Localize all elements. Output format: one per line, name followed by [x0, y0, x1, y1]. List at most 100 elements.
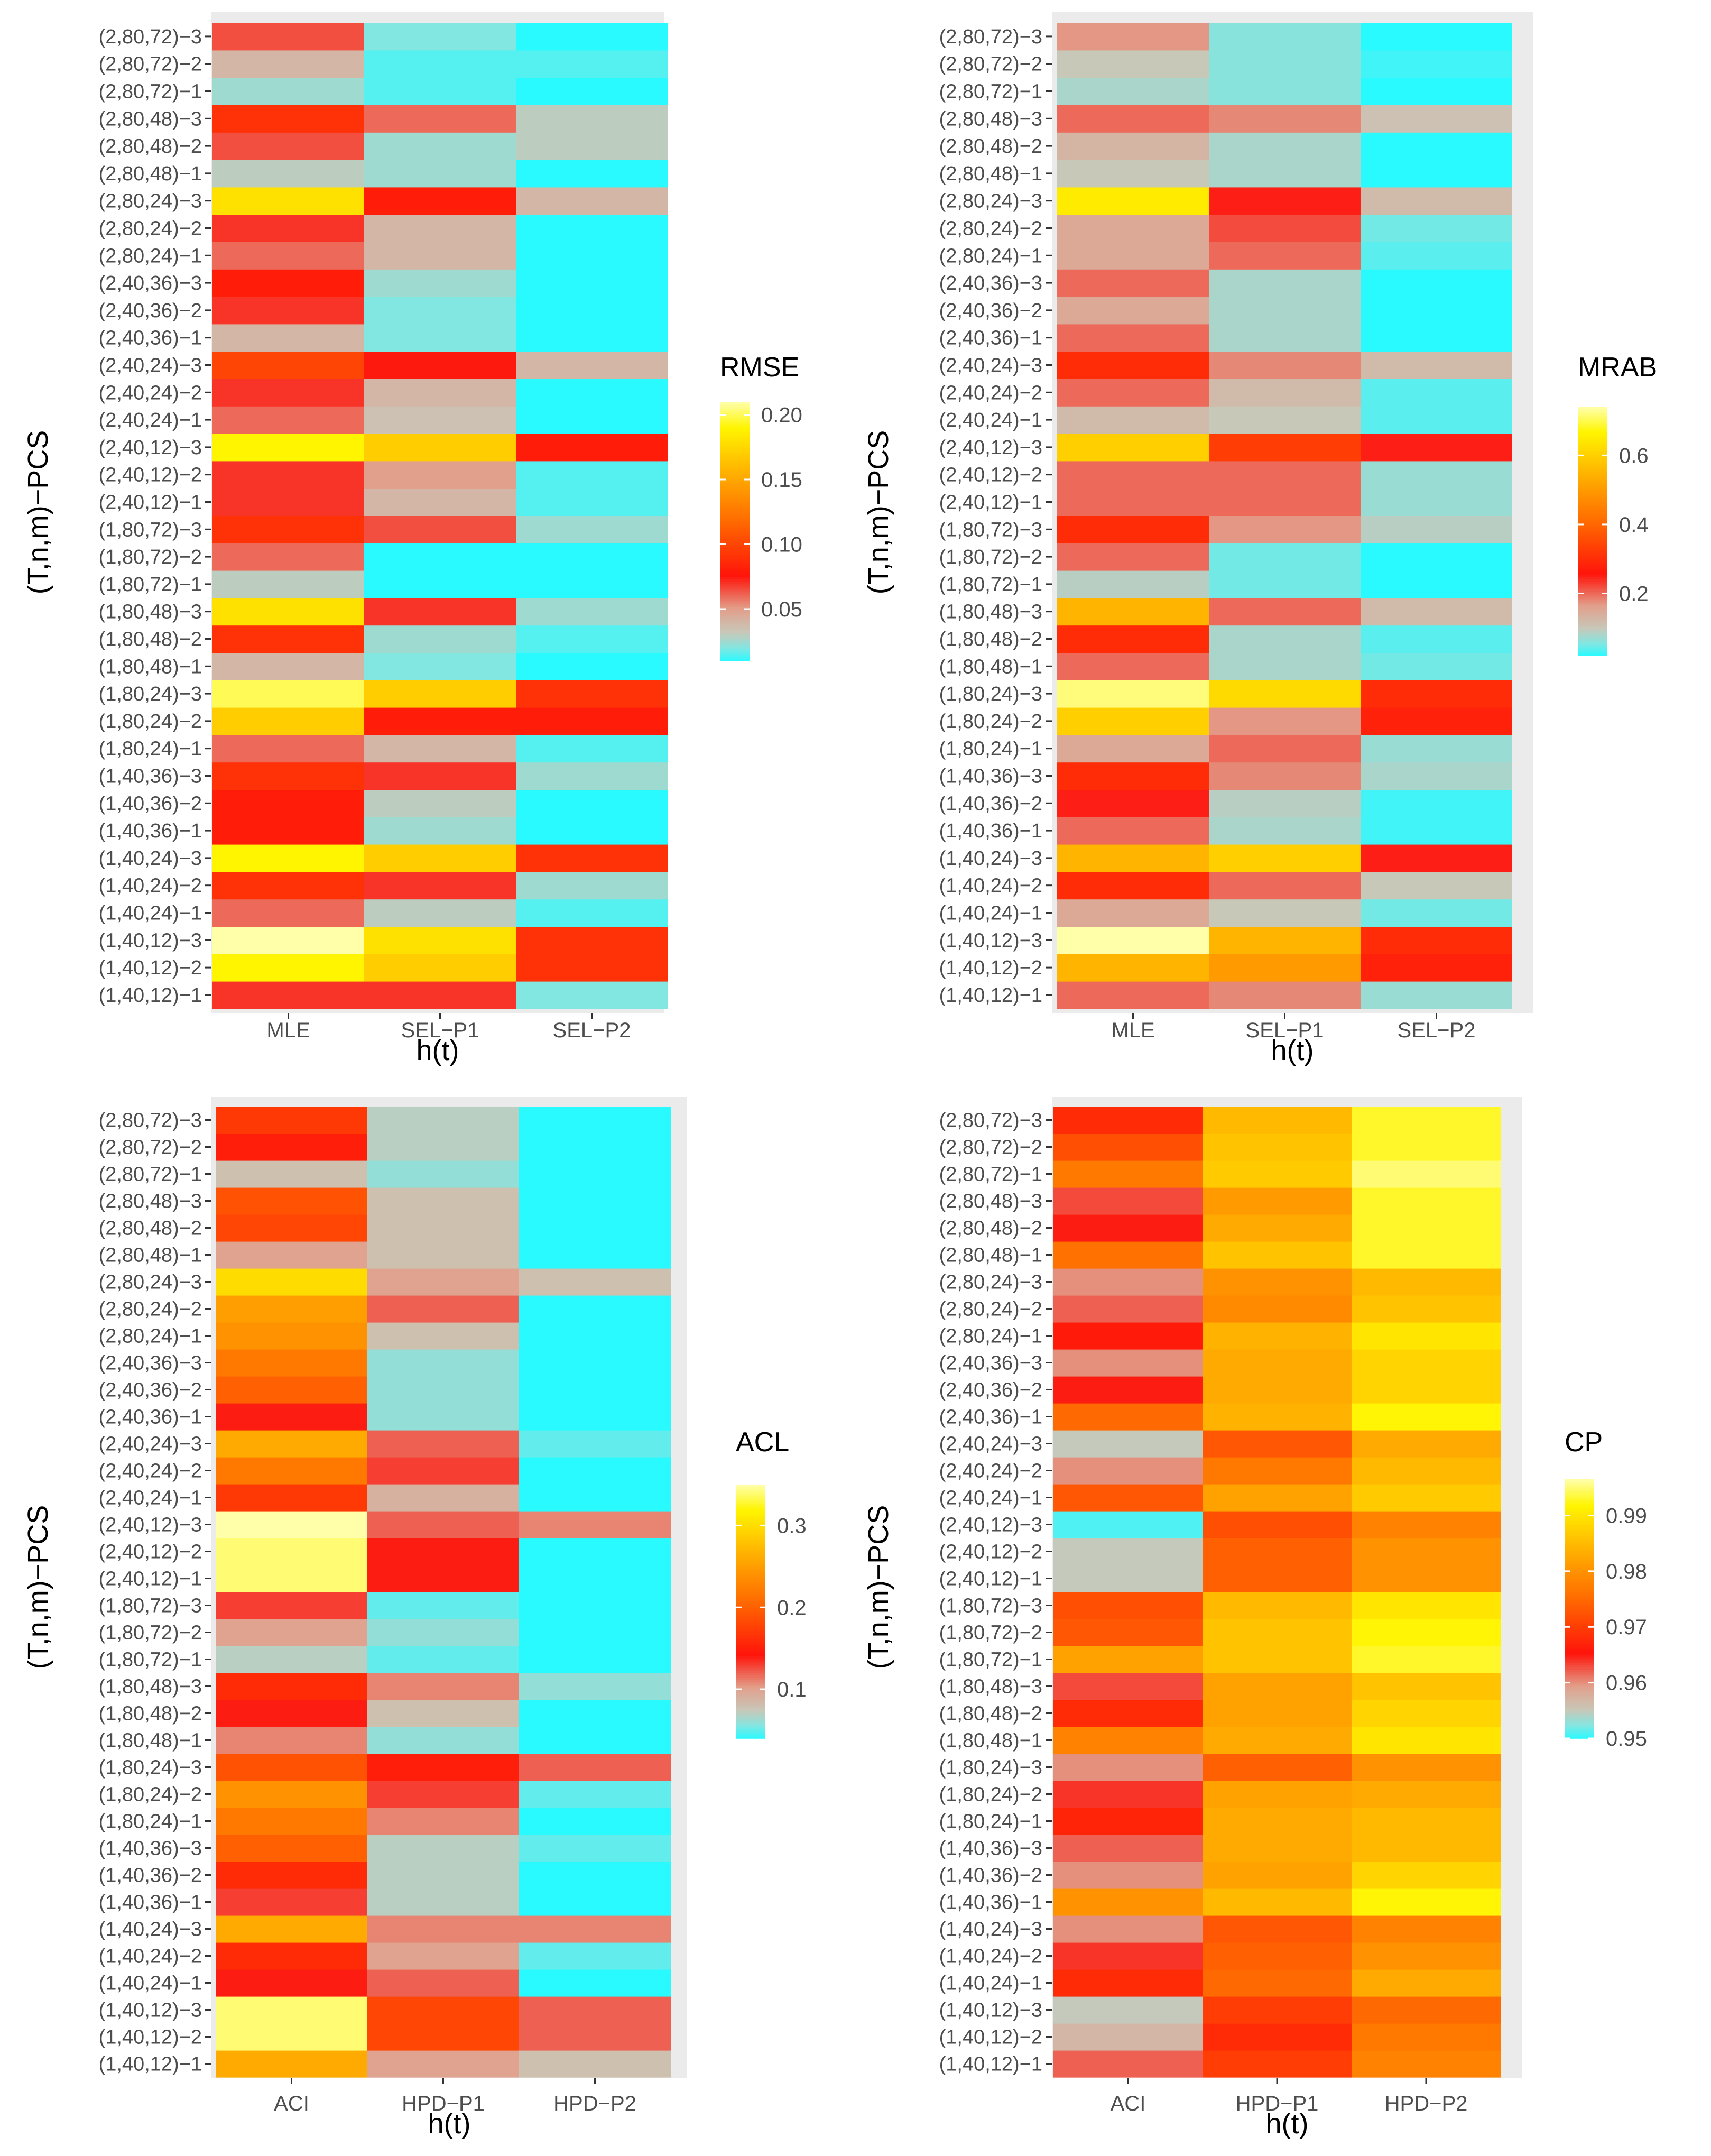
legend-gradient-step [1578, 647, 1607, 650]
heatmap-tile [212, 926, 364, 954]
heatmap-tile [519, 1295, 671, 1323]
legend-gradient-step [1565, 1689, 1594, 1691]
heatmap-tile [519, 1835, 671, 1862]
legend-gradient-step [1565, 1661, 1594, 1663]
legend-gradient-step [1578, 632, 1607, 635]
legend-gradient-step [720, 600, 750, 603]
y-tick-label: (1,40,12)−3 [939, 2000, 1042, 2022]
y-tick-label: (2,40,36)−3 [939, 272, 1042, 294]
heatmap-tile [1057, 680, 1209, 708]
legend-gradient-step [1578, 485, 1607, 489]
legend-gradient-step [720, 529, 750, 532]
heatmap-tile [364, 488, 516, 516]
y-tick-label: (1,40,24)−3 [939, 1919, 1042, 1941]
legend-gradient-step [736, 1666, 765, 1669]
legend-tick-label: 0.3 [777, 1514, 807, 1537]
heatmap-tile [1361, 981, 1512, 1009]
legend-gradient-step [1565, 1542, 1594, 1545]
heatmap-tile [1352, 1241, 1501, 1269]
legend-gradient-step [736, 1658, 765, 1661]
legend-gradient-step [1565, 1552, 1594, 1555]
heatmap-tile [519, 1349, 671, 1377]
heatmap-tile [1209, 460, 1361, 489]
heatmap-tile [516, 680, 668, 708]
legend-gradient-step [720, 496, 750, 500]
legend-gradient-step [1565, 1619, 1594, 1623]
legend-gradient-step [1565, 1583, 1594, 1586]
legend-gradient-step [1565, 1652, 1594, 1655]
heatmap-tile [367, 1969, 519, 1997]
legend-gradient-step [736, 1611, 765, 1614]
heatmap-tile [516, 77, 668, 105]
legend-gradient-step [736, 1514, 765, 1517]
legend-gradient-step [1578, 535, 1607, 538]
legend-gradient-step [736, 1726, 765, 1728]
heatmap-tile [1361, 570, 1512, 598]
legend-gradient-step [1565, 1654, 1594, 1657]
legend-gradient-step [1565, 1596, 1594, 1599]
y-tick-label: (1,80,72)−2 [939, 546, 1042, 568]
heatmap-tile [364, 132, 516, 160]
legend-gradient-step [1565, 1693, 1594, 1696]
legend-gradient-step [1565, 1481, 1594, 1484]
legend-gradient-step [1565, 1665, 1594, 1668]
y-tick-label: (2,40,36)−3 [99, 272, 202, 294]
heatmap-tile [1361, 789, 1512, 817]
legend-gradient-step [720, 550, 750, 554]
heatmap-tile [1352, 1646, 1501, 1673]
legend-gradient-step [720, 604, 750, 607]
heatmap-tile [216, 1727, 367, 1754]
heatmap-tile [516, 105, 668, 133]
heatmap-tile [1352, 1835, 1501, 1862]
legend-gradient-step [720, 454, 750, 456]
heatmap-tile [364, 734, 516, 763]
y-tick-label: (2,40,12)−1 [939, 492, 1042, 514]
heatmap-tile [1203, 1187, 1352, 1215]
heatmap-tile [1057, 652, 1209, 680]
legend-gradient-step [1578, 579, 1607, 582]
legend-gradient-step [736, 1565, 765, 1568]
y-tick-label: (1,40,24)−2 [939, 1946, 1042, 1968]
legend-gradient-step [720, 425, 750, 428]
legend-gradient-step [736, 1599, 765, 1601]
heatmap-tile [1057, 105, 1209, 133]
y-tick-label: (1,40,36)−3 [939, 766, 1042, 788]
y-tick-label: (2,80,48)−1 [939, 163, 1042, 185]
y-tick-label: (2,40,24)−2 [99, 1460, 202, 1482]
legend-gradient-step [720, 643, 750, 647]
legend-gradient-step [1578, 562, 1607, 565]
heatmap-tile [1053, 1673, 1203, 1700]
heatmap-tile [1057, 871, 1209, 900]
heatmap-tile [516, 50, 668, 78]
y-tick-label: (1,80,24)−1 [939, 1811, 1042, 1833]
heatmap-tile [1352, 1862, 1501, 1889]
heatmap-tile [516, 160, 668, 188]
heatmap-tile [1209, 954, 1361, 982]
y-tick-label: (1,40,24)−2 [939, 875, 1042, 897]
heatmap-tile [516, 406, 668, 434]
y-tick-label: (2,40,36)−2 [939, 1379, 1042, 1402]
heatmap-tile [516, 817, 668, 845]
legend-gradient-step [1578, 434, 1607, 437]
heatmap-tile [1203, 1376, 1352, 1404]
legend-gradient-step [1578, 550, 1607, 552]
y-tick-label: (2,40,36)−1 [939, 327, 1042, 349]
legend-gradient-step [1578, 444, 1607, 447]
heatmap-tile [367, 1295, 519, 1323]
heatmap-tile [1209, 214, 1361, 242]
y-tick-label: (1,80,72)−1 [939, 1649, 1042, 1671]
heatmap-tile [367, 1592, 519, 1619]
heatmap-tile [212, 23, 364, 51]
legend-gradient-step [720, 486, 750, 489]
y-tick-label: (2,40,12)−2 [939, 464, 1042, 486]
legend-gradient-step [720, 447, 750, 450]
legend-gradient-step [1578, 612, 1607, 615]
legend-gradient-step [1565, 1576, 1594, 1579]
legend-gradient-step [1578, 407, 1607, 410]
y-tick-label: (1,40,24)−3 [939, 847, 1042, 870]
y-tick-label: (1,40,24)−3 [99, 847, 202, 870]
x-tick-label: HPD−P2 [1385, 2092, 1468, 2115]
heatmap-tile [216, 1349, 367, 1377]
heatmap-tile [1352, 1268, 1501, 1296]
heatmap-panel-cp: (1,40,12)−1 (1,40,12)−2 (1,40,12)−3 (1,40,2… [863, 1097, 1647, 2140]
